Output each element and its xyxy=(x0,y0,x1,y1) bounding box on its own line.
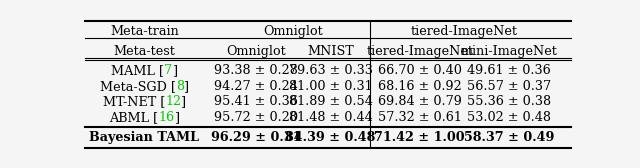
Text: ]: ] xyxy=(175,111,180,124)
Text: 79.63 ± 0.33: 79.63 ± 0.33 xyxy=(289,64,372,77)
Text: 8: 8 xyxy=(176,80,184,93)
Text: 96.29 ± 0.31: 96.29 ± 0.31 xyxy=(211,131,301,144)
Text: tiered-ImageNet: tiered-ImageNet xyxy=(411,25,518,38)
Text: 94.27 ± 0.24: 94.27 ± 0.24 xyxy=(214,80,298,93)
Text: 66.70 ± 0.40: 66.70 ± 0.40 xyxy=(378,64,461,77)
Text: 57.32 ± 0.61: 57.32 ± 0.61 xyxy=(378,111,461,124)
Text: MNIST: MNIST xyxy=(307,45,354,58)
Text: Meta-train: Meta-train xyxy=(110,25,179,38)
Text: 55.36 ± 0.38: 55.36 ± 0.38 xyxy=(467,95,551,108)
Text: 81.48 ± 0.44: 81.48 ± 0.44 xyxy=(289,111,372,124)
Text: Meta-test: Meta-test xyxy=(113,45,175,58)
Text: 81.89 ± 0.54: 81.89 ± 0.54 xyxy=(289,95,372,108)
Text: Omniglot: Omniglot xyxy=(264,25,323,38)
Text: MAML [: MAML [ xyxy=(111,64,164,77)
Text: ]: ] xyxy=(173,64,178,77)
Text: Bayesian TAML: Bayesian TAML xyxy=(90,131,200,144)
Text: 49.61 ± 0.36: 49.61 ± 0.36 xyxy=(467,64,551,77)
Text: Omniglot: Omniglot xyxy=(226,45,286,58)
Text: 95.41 ± 0.36: 95.41 ± 0.36 xyxy=(214,95,298,108)
Text: 71.42 ± 1.00: 71.42 ± 1.00 xyxy=(374,131,465,144)
Text: 58.37 ± 0.49: 58.37 ± 0.49 xyxy=(464,131,554,144)
Text: tiered-ImageNet: tiered-ImageNet xyxy=(366,45,473,58)
Text: ]: ] xyxy=(184,80,189,93)
Text: 7: 7 xyxy=(164,64,173,77)
Text: 68.16 ± 0.92: 68.16 ± 0.92 xyxy=(378,80,461,93)
Text: mini-ImageNet: mini-ImageNet xyxy=(461,45,557,58)
Text: 56.57 ± 0.37: 56.57 ± 0.37 xyxy=(467,80,551,93)
Text: 12: 12 xyxy=(165,95,181,108)
Text: ]: ] xyxy=(181,95,186,108)
Text: Meta-SGD [: Meta-SGD [ xyxy=(100,80,176,93)
Text: 16: 16 xyxy=(159,111,175,124)
Text: 93.38 ± 0.28: 93.38 ± 0.28 xyxy=(214,64,298,77)
Text: ABML [: ABML [ xyxy=(109,111,159,124)
Text: MT-NET [: MT-NET [ xyxy=(102,95,165,108)
Text: 95.72 ± 0.20: 95.72 ± 0.20 xyxy=(214,111,298,124)
Text: 84.39 ± 0.48: 84.39 ± 0.48 xyxy=(285,131,376,144)
Text: 53.02 ± 0.48: 53.02 ± 0.48 xyxy=(467,111,551,124)
Text: 69.84 ± 0.79: 69.84 ± 0.79 xyxy=(378,95,461,108)
Text: 81.00 ± 0.31: 81.00 ± 0.31 xyxy=(289,80,372,93)
